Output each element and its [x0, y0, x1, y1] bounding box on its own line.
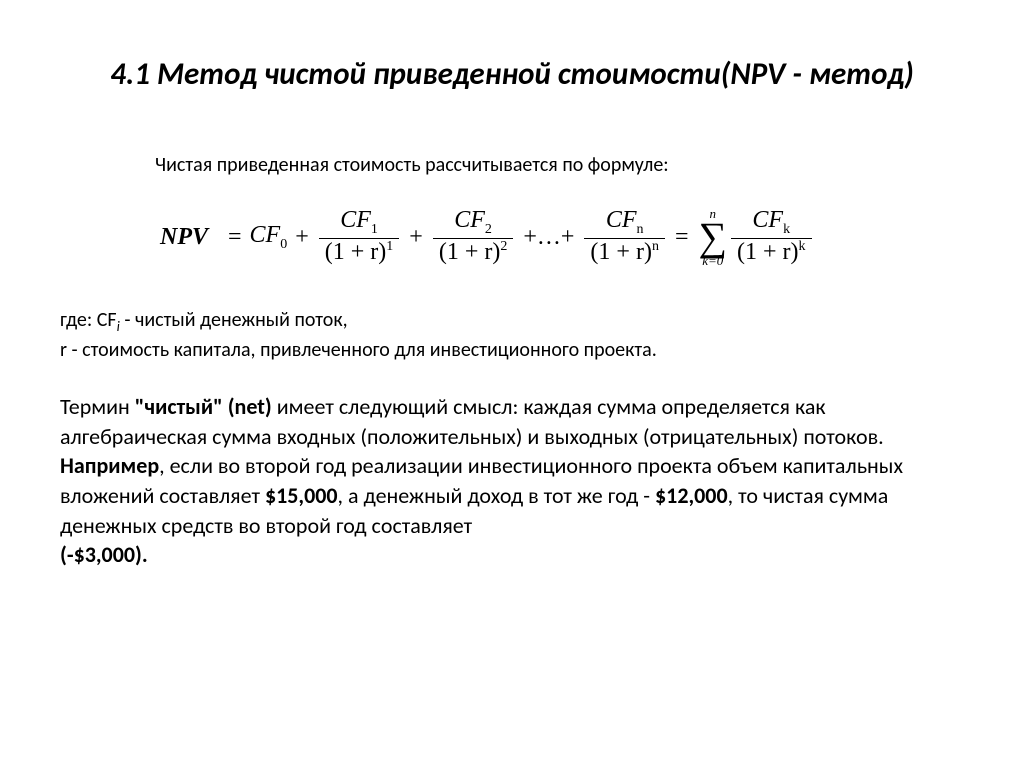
def-where: где:	[60, 308, 97, 332]
equals-sign: =	[228, 224, 242, 251]
equals-sign-2: =	[675, 224, 689, 251]
explanation-paragraph: Термин "чистый" (net) имеет следующий см…	[60, 392, 964, 570]
p2-e: $12,000	[655, 482, 728, 509]
tn-num: CFn	[600, 207, 650, 238]
def-cfi: CFi	[97, 308, 120, 332]
term-n: CFn (1 + r)n	[584, 207, 665, 266]
p2-c: $15,000	[265, 482, 338, 509]
slide-content: 4.1 Метод чистой приведенной стоимости(N…	[0, 0, 1024, 610]
p1-b: "чистый" (net)	[135, 393, 272, 420]
p2-d: , а денежный доход в тот же год -	[338, 482, 656, 509]
p3: (-$3,000).	[60, 541, 148, 568]
tk-den: (1 + r)k	[731, 238, 812, 267]
term-2: CF2 (1 + r)2	[433, 207, 514, 266]
plus-1: +	[295, 224, 309, 251]
term-cf0: CF0	[250, 222, 288, 253]
tn-den: (1 + r)n	[584, 238, 665, 267]
formula-lhs: NPV	[160, 224, 208, 251]
tk-num: CFk	[746, 207, 796, 238]
sigma-block: n ∑ k=0	[698, 207, 727, 267]
sigma-symbol: ∑	[698, 220, 727, 254]
definitions: где: CFi - чистый денежный поток, r - ст…	[60, 307, 964, 364]
cf0-sub: 0	[280, 236, 287, 251]
sigma-lower: k=0	[702, 254, 723, 267]
p1-a: Термин	[60, 393, 135, 420]
dots: +…+	[523, 224, 574, 251]
p2-a: Например	[60, 452, 159, 479]
t1-num: CF1	[334, 207, 384, 238]
summation: n ∑ k=0 CFk (1 + r)k	[698, 207, 813, 267]
intro-text: Чистая приведенная стоимость рассчитывае…	[155, 153, 964, 177]
term-1: CF1 (1 + r)1	[319, 207, 400, 266]
term-k: CFk (1 + r)k	[731, 207, 812, 266]
t2-num: CF2	[448, 207, 498, 238]
slide-title: 4.1 Метод чистой приведенной стоимости(N…	[60, 55, 964, 93]
t2-den: (1 + r)2	[433, 238, 514, 267]
def-line2: r - стоимость капитала, привлеченного дл…	[60, 338, 657, 362]
cf0-sym: CF	[250, 222, 281, 248]
plus-2: +	[409, 224, 423, 251]
t1-den: (1 + r)1	[319, 238, 400, 267]
npv-formula: NPV = CF0 + CF1 (1 + r)1 + CF2 (1 + r)2 …	[160, 207, 964, 267]
def-line1-post: - чистый денежный поток,	[120, 308, 348, 332]
